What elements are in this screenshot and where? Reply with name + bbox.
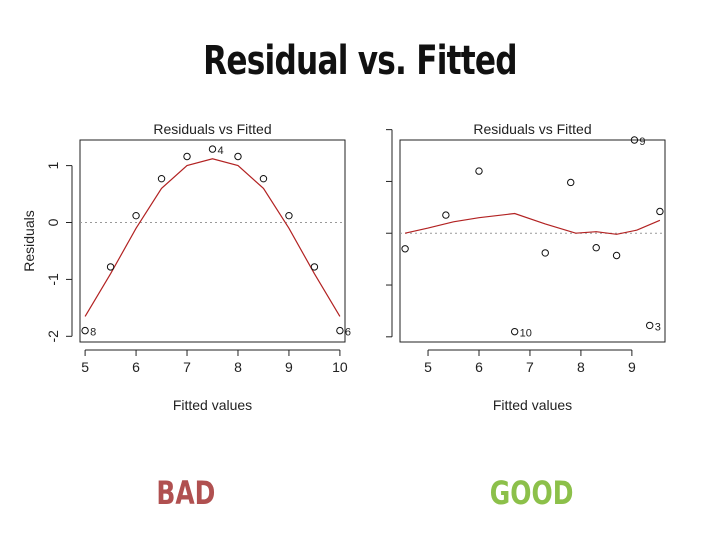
left-y-tick-label: 0 — [45, 218, 61, 226]
left-residual-plot: Residuals vs Fitted 5 6 7 8 9 10 Fitted values -… — [0, 110, 360, 440]
left-y-axis-label: Residuals — [21, 210, 37, 271]
left-point — [234, 152, 242, 161]
left-point-label: 8 — [90, 327, 96, 339]
left-x-tick-label: 7 — [183, 359, 191, 375]
left-point — [310, 263, 319, 271]
left-point — [183, 152, 191, 161]
left-frame — [79, 139, 346, 343]
right-point-label: 3 — [655, 321, 661, 333]
left-x-tick-label: 9 — [285, 359, 293, 375]
right-x-tick-label: 5 — [424, 359, 432, 375]
right-point — [541, 249, 549, 257]
right-title: Residuals vs Fitted — [473, 121, 591, 137]
right-plot-svg: Residuals vs Fitted 5 6 7 8 9 Fitted values 10 9… — [386, 121, 666, 413]
right-point — [630, 136, 639, 144]
left-point — [259, 174, 268, 183]
left-point — [285, 211, 293, 220]
left-title: Residuals vs Fitted — [153, 121, 271, 137]
right-point — [646, 321, 654, 330]
right-point-label: 10 — [520, 328, 532, 340]
left-y-tick-label: -2 — [45, 330, 61, 343]
left-x-tick-label: 8 — [234, 359, 242, 375]
right-point — [612, 251, 621, 260]
right-x-axis-label: Fitted values — [493, 397, 572, 413]
right-x-tick-label: 9 — [628, 359, 636, 375]
left-point — [106, 263, 115, 271]
left-point — [336, 326, 344, 335]
left-point — [157, 174, 166, 183]
left-x-tick-label: 10 — [332, 359, 348, 375]
right-x-tick-label: 8 — [577, 359, 585, 375]
right-point — [656, 207, 664, 216]
slide-title: Residual vs. Fitted — [203, 38, 518, 84]
left-point-label: 6 — [345, 327, 351, 339]
left-y-tick-label: -1 — [45, 273, 61, 286]
right-point — [442, 211, 450, 219]
right-point — [592, 244, 600, 252]
right-point — [510, 327, 519, 336]
right-point-label: 9 — [639, 136, 645, 148]
right-residual-plot: Residuals vs Fitted 5 6 7 8 9 Fitted values 10 9… — [360, 110, 720, 440]
good-label: GOOD — [489, 474, 574, 512]
left-x-tick-label: 6 — [132, 359, 140, 375]
right-x-tick-label: 6 — [475, 359, 483, 375]
right-smooth-line — [404, 212, 661, 235]
left-smooth-line — [84, 158, 341, 317]
left-point-label: 4 — [218, 145, 224, 157]
left-x-tick-label: 5 — [81, 359, 89, 375]
right-point — [401, 245, 409, 253]
right-point — [475, 167, 483, 175]
left-point — [208, 145, 217, 153]
bad-label: BAD — [156, 474, 216, 512]
left-point — [81, 326, 89, 335]
left-x-axis-label: Fitted values — [173, 397, 252, 413]
left-y-tick-label: 1 — [45, 162, 61, 170]
right-frame — [399, 139, 666, 343]
right-x-tick-label: 7 — [526, 359, 534, 375]
left-point — [132, 211, 140, 220]
right-point — [567, 178, 575, 187]
